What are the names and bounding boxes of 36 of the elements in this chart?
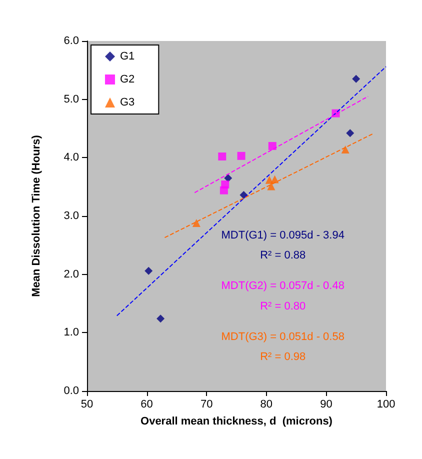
point bbox=[352, 74, 360, 83]
point bbox=[268, 142, 276, 150]
annotation: MDT(G2) = 0.057d - 0.48 bbox=[221, 280, 344, 292]
annotation: R² = 0.80 bbox=[260, 300, 306, 312]
point bbox=[218, 152, 226, 160]
y-tick-label: 0.0 bbox=[64, 385, 79, 397]
annotation: MDT(G1) = 0.095d - 3.94 bbox=[221, 229, 344, 242]
y-tick-label: 6.0 bbox=[64, 35, 79, 47]
y-tick-label: 1.0 bbox=[64, 326, 79, 339]
point bbox=[156, 314, 165, 323]
x-tick-label: 80 bbox=[260, 398, 273, 410]
point bbox=[237, 152, 246, 160]
y-tick-label: 5.0 bbox=[64, 93, 79, 106]
point bbox=[144, 266, 153, 275]
point bbox=[221, 180, 230, 188]
point bbox=[267, 182, 276, 190]
x-tick-label: 90 bbox=[320, 398, 332, 410]
y-tick-label: 2.0 bbox=[64, 268, 79, 280]
x-tick-label: 100 bbox=[376, 398, 396, 410]
point bbox=[341, 146, 350, 154]
legend-label: G2 bbox=[120, 74, 135, 86]
annotation: R² = 0.88 bbox=[260, 250, 306, 262]
point bbox=[192, 219, 200, 227]
legend-label: G1 bbox=[120, 50, 135, 62]
y-tick-label: 4.0 bbox=[64, 152, 79, 164]
point bbox=[270, 175, 279, 184]
x-tick-label: 60 bbox=[140, 398, 153, 410]
legend-label: G3 bbox=[120, 96, 135, 108]
x-tick-label: 70 bbox=[200, 398, 213, 410]
annotation: R² = 0.98 bbox=[260, 351, 306, 364]
x-tick-label: 50 bbox=[80, 398, 94, 410]
y-axis-title: Mean Dissolution Time (Hours) bbox=[30, 134, 42, 297]
annotation: MDT(G3) = 0.051d - 0.58 bbox=[221, 330, 344, 343]
x-axis-title: Overall mean thickness, d (microns) bbox=[140, 416, 333, 428]
y-tick-label: 3.0 bbox=[64, 210, 79, 222]
point bbox=[346, 129, 354, 138]
